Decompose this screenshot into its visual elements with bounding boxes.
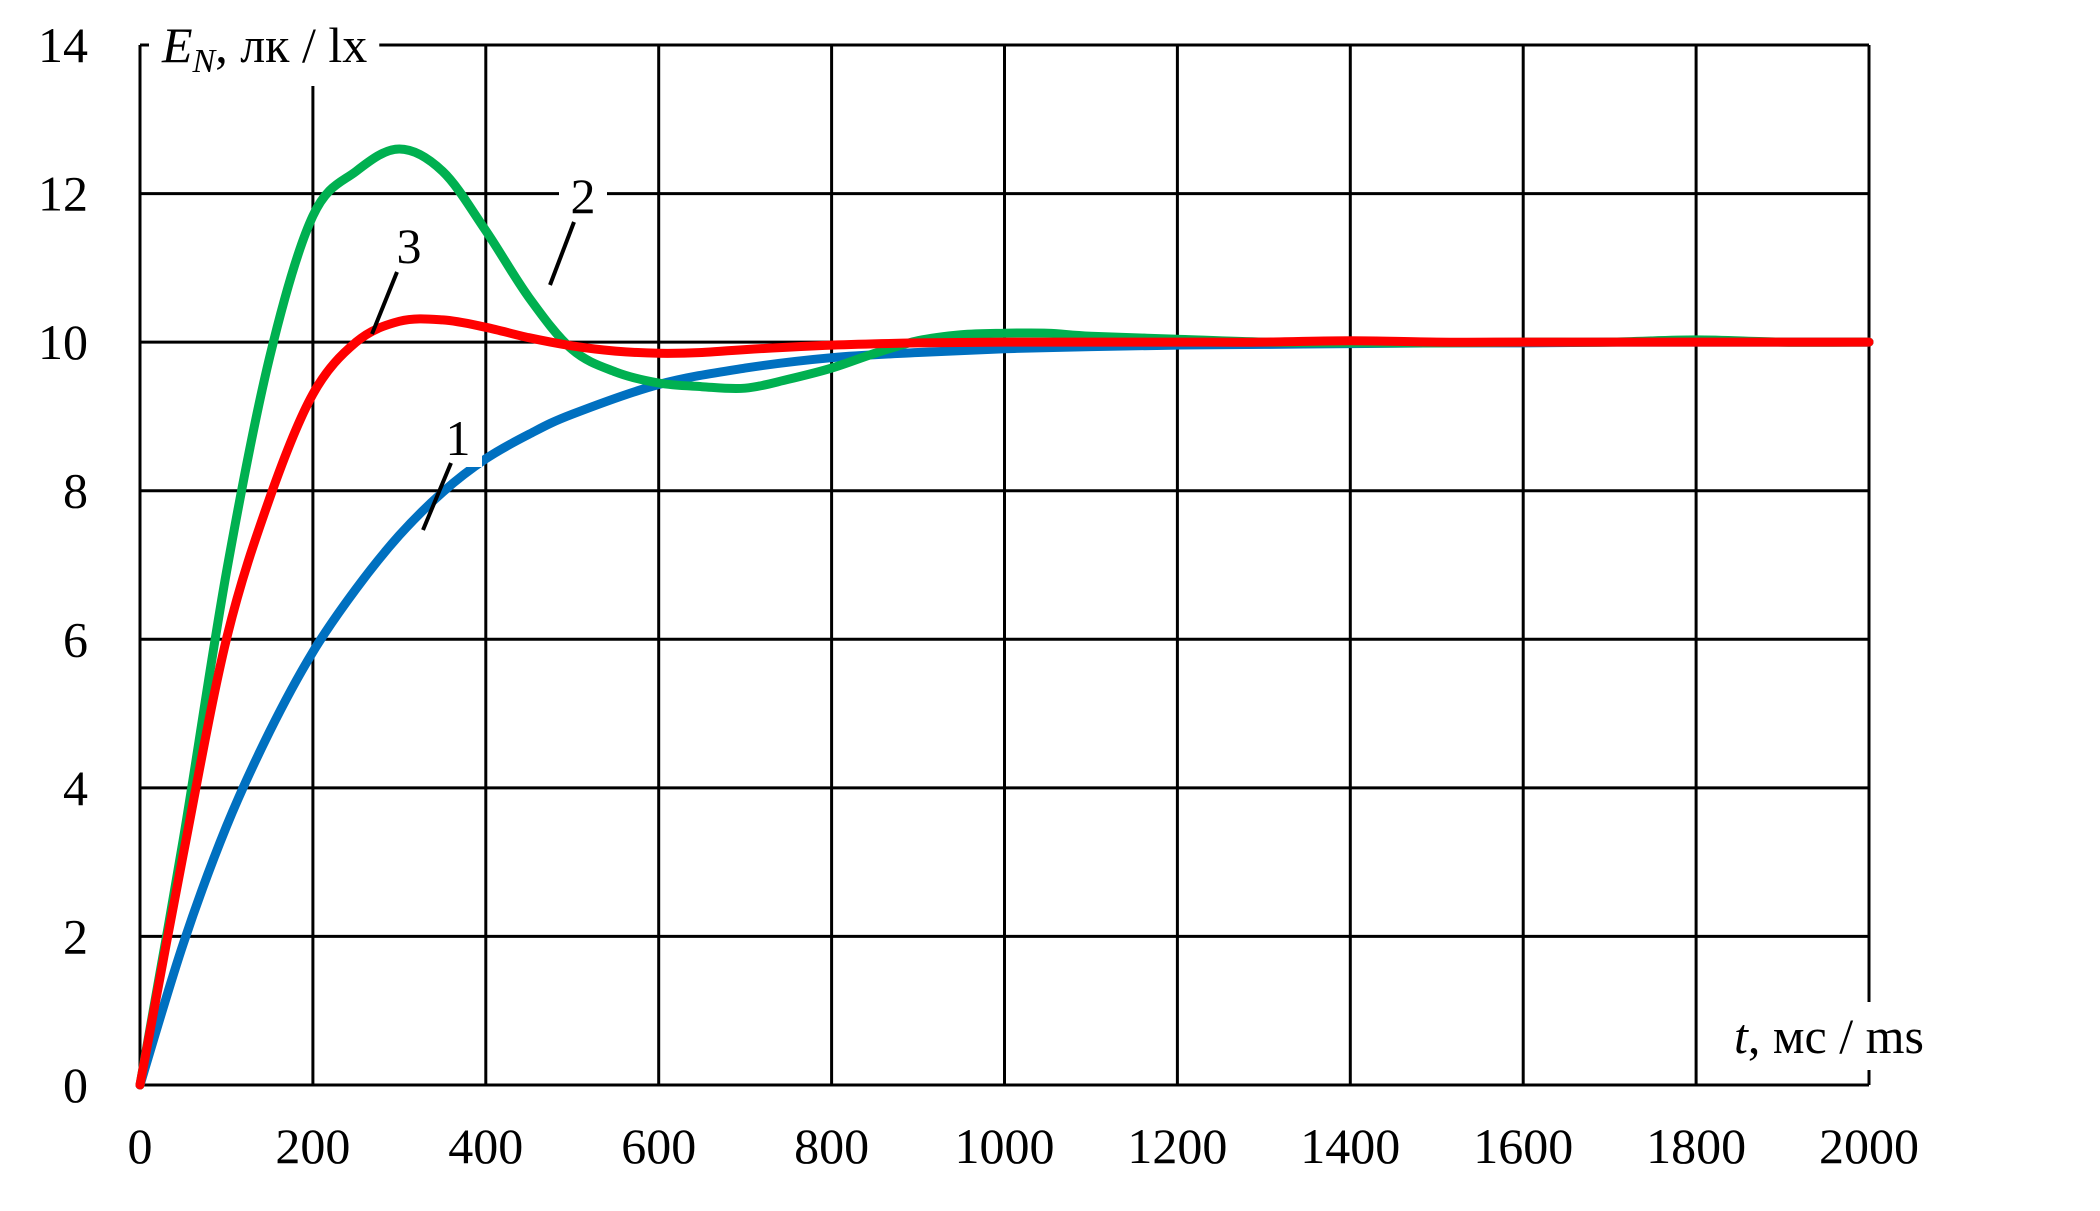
x-tick-label: 1200 [1127,1118,1227,1174]
curve-labels: 1 2 3 [370,168,607,531]
grid [138,43,1871,1087]
y-tick-label: 0 [63,1057,88,1113]
curve-label-3: 3 [397,218,422,274]
x-axis-title-background [1720,1002,1934,1070]
tick-labels: 0 200 400 600 800 1000 1200 1400 1600 1800 2000 0 2 4… [38,17,1919,1174]
y-axis-symbol: E [161,17,193,73]
y-tick-label: 8 [63,463,88,519]
y-axis-subscript: N [192,43,218,80]
x-tick-label: 400 [448,1118,523,1174]
y-axis-title: EN, лк / lx [161,17,367,80]
x-axis-units: , мс / ms [1748,1008,1924,1064]
curve-label-1-leader [421,462,453,531]
curve-label-1: 1 [446,410,471,466]
y-tick-label: 10 [38,314,88,370]
curve-label-2-background [559,171,607,225]
curve-label-2: 2 [571,168,596,224]
x-tick-label: 2000 [1819,1118,1919,1174]
series-group [135,144,1874,1090]
curve-label-3-background [385,221,433,275]
y-axis-title-background [149,13,380,86]
x-tick-label: 1800 [1646,1118,1746,1174]
y-axis-title-group: EN, лк / lx [149,13,380,86]
x-tick-label: 1600 [1473,1118,1573,1174]
x-axis-title-group: t, мс / ms [1720,1002,1934,1070]
x-axis-title: t, мс / ms [1734,1008,1924,1064]
x-tick-label: 1400 [1300,1118,1400,1174]
curve-label-2-leader [548,221,576,286]
series-3-line [135,314,1874,1090]
x-tick-label: 0 [128,1118,153,1174]
curve-label-3-leader [370,271,399,335]
curve-label-1-background [434,413,482,467]
y-tick-label: 2 [63,908,88,964]
y-tick-label: 12 [38,166,88,222]
y-tick-label: 14 [38,17,88,73]
x-tick-label: 1000 [955,1118,1055,1174]
x-tick-label: 800 [794,1118,869,1174]
y-tick-label: 4 [63,760,88,816]
x-tick-label: 200 [275,1118,350,1174]
x-tick-label: 600 [621,1118,696,1174]
y-tick-label: 6 [63,611,88,667]
x-axis-symbol: t [1734,1008,1749,1064]
y-axis-units: , лк / lx [215,17,367,73]
